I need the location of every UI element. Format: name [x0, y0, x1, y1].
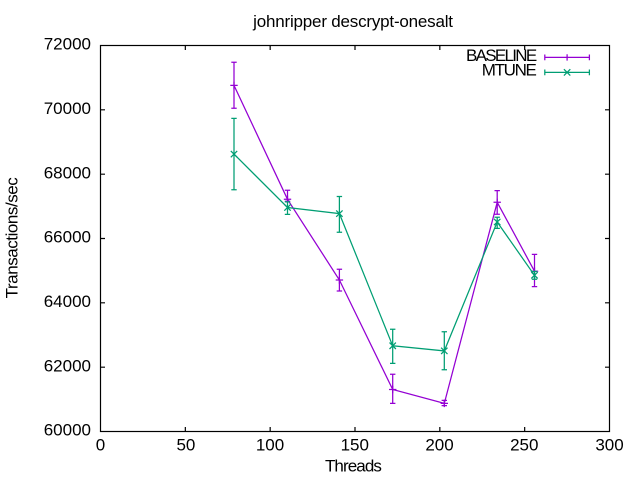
svg-text:50: 50: [176, 436, 195, 455]
svg-text:250: 250: [510, 436, 538, 455]
svg-text:150: 150: [341, 436, 369, 455]
svg-text:MTUNE: MTUNE: [482, 61, 537, 80]
svg-text:200: 200: [425, 436, 453, 455]
svg-text:64000: 64000: [44, 292, 91, 311]
svg-text:johnripper descrypt-onesalt: johnripper descrypt-onesalt: [252, 12, 453, 31]
svg-text:0: 0: [96, 436, 105, 455]
svg-text:Transactions/sec: Transactions/sec: [3, 177, 22, 299]
svg-text:70000: 70000: [44, 99, 91, 118]
svg-text:68000: 68000: [44, 163, 91, 182]
svg-text:60000: 60000: [44, 421, 91, 440]
svg-text:Threads: Threads: [325, 457, 381, 476]
svg-text:300: 300: [595, 436, 623, 455]
svg-text:66000: 66000: [44, 228, 91, 247]
svg-text:72000: 72000: [44, 35, 91, 54]
svg-text:62000: 62000: [44, 356, 91, 375]
svg-text:BASELINE: BASELINE: [466, 46, 537, 65]
svg-text:100: 100: [256, 436, 284, 455]
